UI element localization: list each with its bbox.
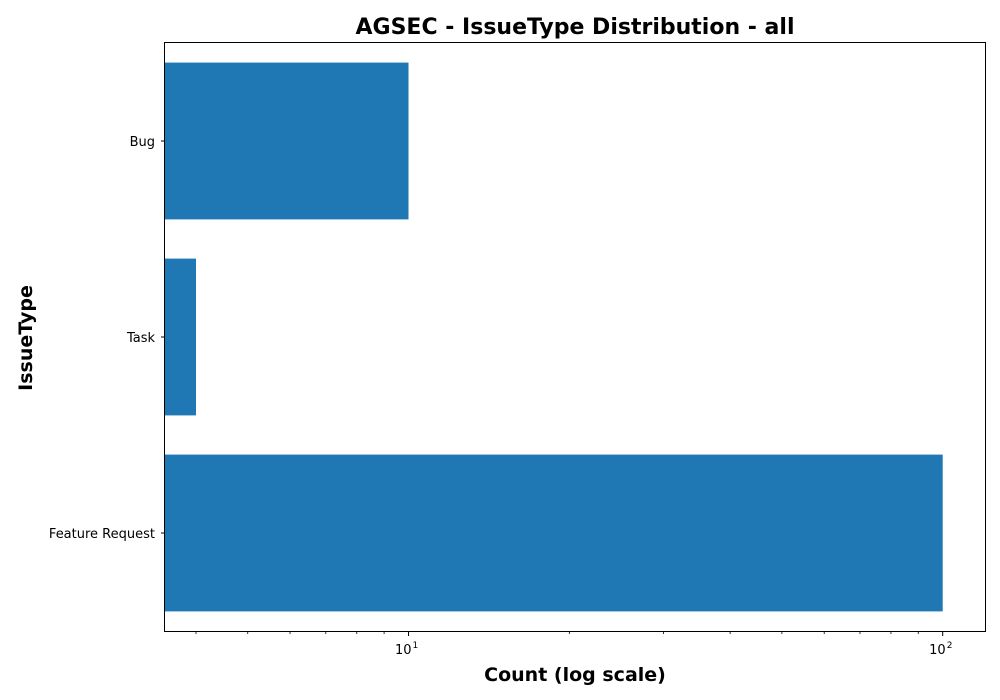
x-axis-ticks: 10 1 10 2 bbox=[195, 631, 953, 658]
x-tick-label-exponent: 1 bbox=[413, 641, 419, 651]
x-axis-label: Count (log scale) bbox=[484, 664, 666, 686]
y-axis-ticks: Bug Task Feature Request bbox=[49, 135, 165, 542]
bar-task bbox=[165, 258, 196, 416]
chart-title: AGSEC - IssueType Distribution - all bbox=[355, 15, 794, 40]
bars-layer bbox=[165, 62, 943, 612]
x-tick-label-base: 10 bbox=[395, 643, 412, 658]
bar-bug bbox=[165, 62, 409, 220]
plot-frame bbox=[164, 42, 986, 632]
y-tick-label-task: Task bbox=[126, 331, 156, 346]
y-tick-label-bug: Bug bbox=[130, 135, 155, 150]
y-tick-label-feature-request: Feature Request bbox=[49, 527, 155, 542]
y-axis-label: IssueType bbox=[15, 285, 37, 391]
x-tick-label-exponent: 2 bbox=[947, 641, 953, 651]
x-tick-label-base: 10 bbox=[929, 643, 946, 658]
bar-feature-request bbox=[165, 454, 943, 612]
